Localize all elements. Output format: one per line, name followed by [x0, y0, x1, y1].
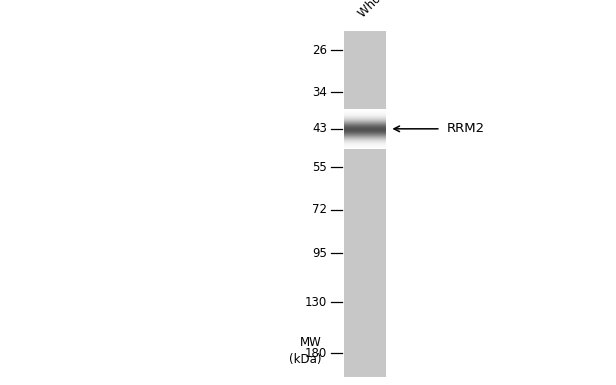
Bar	[344, 135, 386, 136]
Bar	[344, 119, 386, 120]
Bar	[344, 136, 386, 137]
Text: 34: 34	[312, 85, 327, 99]
Bar	[344, 110, 386, 111]
Text: 95: 95	[312, 246, 327, 259]
Text: 130: 130	[305, 296, 327, 309]
Bar	[344, 143, 386, 144]
Bar	[344, 146, 386, 147]
Bar	[344, 130, 386, 131]
Bar	[344, 120, 386, 121]
Bar	[344, 148, 386, 149]
Bar	[344, 109, 386, 110]
Bar	[344, 117, 386, 118]
Bar	[344, 134, 386, 135]
Bar	[344, 133, 386, 134]
Text: MW: MW	[299, 336, 322, 349]
Bar	[344, 121, 386, 122]
Text: 180: 180	[305, 346, 327, 360]
Text: 43: 43	[312, 122, 327, 136]
Bar	[344, 129, 386, 130]
Bar	[344, 31, 386, 377]
Text: RRM2: RRM2	[447, 122, 485, 136]
Bar	[344, 140, 386, 141]
Bar	[344, 141, 386, 142]
Bar	[344, 144, 386, 145]
Text: 72: 72	[312, 203, 327, 216]
Bar	[344, 127, 386, 128]
Bar	[344, 126, 386, 127]
Bar	[344, 114, 386, 115]
Bar	[344, 131, 386, 132]
Bar	[344, 124, 386, 125]
Bar	[344, 139, 386, 140]
Bar	[344, 128, 386, 129]
Bar	[344, 118, 386, 119]
Bar	[344, 111, 386, 112]
Bar	[344, 122, 386, 123]
Bar	[344, 113, 386, 114]
Bar	[344, 138, 386, 139]
Bar	[344, 112, 386, 113]
Bar	[344, 123, 386, 124]
Bar	[344, 147, 386, 148]
Bar	[344, 132, 386, 133]
Bar	[344, 145, 386, 146]
Bar	[344, 125, 386, 126]
Bar	[344, 137, 386, 138]
Text: Whole zebrafish: Whole zebrafish	[356, 0, 432, 20]
Bar	[344, 115, 386, 116]
Text: 26: 26	[312, 44, 327, 57]
Text: (kDa): (kDa)	[289, 353, 322, 366]
Bar	[344, 142, 386, 143]
Text: 55: 55	[312, 161, 327, 174]
Bar	[344, 116, 386, 117]
